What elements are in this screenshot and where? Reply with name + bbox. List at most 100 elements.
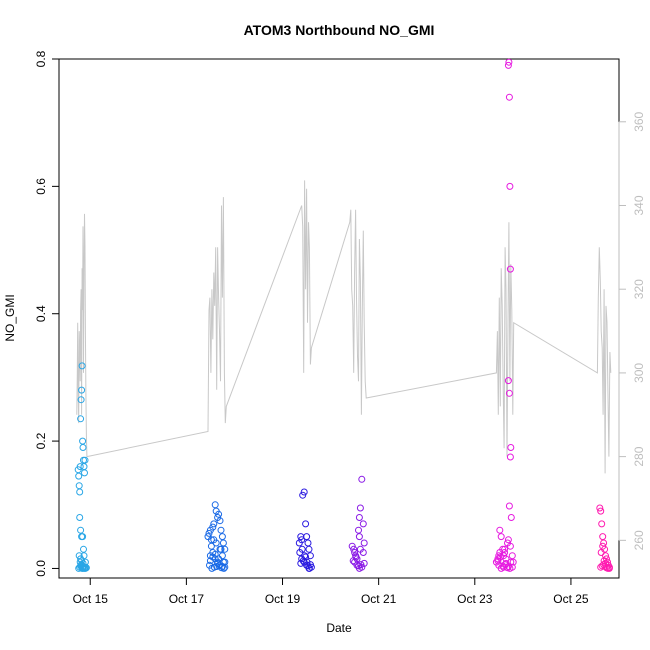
data-point xyxy=(217,545,225,553)
data-point xyxy=(506,453,514,461)
data-point xyxy=(76,463,84,471)
data-point xyxy=(505,93,513,101)
data-point xyxy=(80,545,87,553)
data-point xyxy=(77,415,85,423)
data-point xyxy=(508,552,516,560)
data-point xyxy=(298,536,306,544)
data-point xyxy=(356,504,364,512)
data-point xyxy=(358,475,366,483)
y-tick-label: 0.2 xyxy=(34,432,48,449)
data-point xyxy=(507,444,515,451)
data-point xyxy=(506,182,514,190)
y2-tick-label: 340 xyxy=(632,195,646,215)
data-point xyxy=(305,564,313,572)
data-point xyxy=(78,362,86,370)
x-tick-label: Oct 23 xyxy=(457,592,493,606)
data-point xyxy=(507,514,515,521)
data-point xyxy=(221,563,229,571)
data-point xyxy=(211,550,219,558)
data-point xyxy=(79,437,87,445)
x-tick-label: Oct 19 xyxy=(265,592,301,606)
data-point xyxy=(215,510,223,518)
data-point xyxy=(299,557,307,565)
data-point xyxy=(218,552,226,560)
data-point xyxy=(360,559,368,567)
y-tick-label: 0.4 xyxy=(34,305,48,322)
data-point xyxy=(219,539,227,547)
data-point xyxy=(301,552,309,560)
data-point xyxy=(355,533,363,541)
data-point xyxy=(494,557,502,565)
x-axis: Oct 15 Oct 17 Oct 19 Oct 21 Oct 23 Oct 25 xyxy=(73,577,589,606)
data-point xyxy=(217,526,225,534)
data-point xyxy=(506,542,514,550)
plot-frame xyxy=(58,58,620,579)
data-point xyxy=(219,558,227,566)
data-point xyxy=(602,559,609,567)
data-point xyxy=(215,555,223,563)
y-axis-right: 260 280 300 320 340 360 xyxy=(618,111,646,550)
data-point xyxy=(211,501,219,509)
data-point xyxy=(501,549,509,556)
y-tick-label: 0.6 xyxy=(34,178,48,195)
data-point xyxy=(79,444,87,451)
data-point xyxy=(496,526,504,534)
data-point xyxy=(79,533,87,541)
data-point xyxy=(599,533,607,541)
data-point xyxy=(497,533,505,541)
data-point xyxy=(77,396,85,404)
chart-title: ATOM3 Northbound NO_GMI xyxy=(244,22,435,38)
y-tick-label: 0.8 xyxy=(34,50,48,67)
x-tick-label: Oct 25 xyxy=(553,592,589,606)
data-point xyxy=(221,545,229,553)
y2-tick-label: 300 xyxy=(632,363,646,383)
data-point xyxy=(75,482,83,490)
data-point xyxy=(206,557,214,565)
data-point xyxy=(216,517,224,525)
data-point xyxy=(205,529,213,537)
data-point xyxy=(304,539,312,547)
data-point xyxy=(360,539,368,547)
data-point xyxy=(76,488,84,496)
data-point xyxy=(355,514,363,521)
data-point xyxy=(77,526,85,534)
data-point xyxy=(352,553,360,561)
data-point xyxy=(302,553,310,561)
data-point xyxy=(596,504,604,512)
data-point xyxy=(81,456,89,464)
data-point xyxy=(303,533,311,541)
secondary-line xyxy=(76,180,612,474)
x-tick-label: Oct 15 xyxy=(73,592,109,606)
data-point xyxy=(299,491,307,499)
data-point xyxy=(505,502,513,510)
data-point xyxy=(80,552,88,560)
data-point xyxy=(76,514,84,521)
data-point xyxy=(80,463,88,471)
x-tick-label: Oct 17 xyxy=(169,592,205,606)
y2-tick-label: 260 xyxy=(632,530,646,550)
data-point xyxy=(210,520,218,528)
data-point xyxy=(359,520,367,528)
data-point xyxy=(81,469,88,477)
data-point xyxy=(506,265,514,273)
data-point xyxy=(209,523,217,531)
data-point xyxy=(508,563,516,571)
data-point xyxy=(207,542,215,550)
data-point xyxy=(509,558,517,566)
data-point xyxy=(81,558,89,566)
data-point xyxy=(496,549,504,556)
data-point xyxy=(605,563,613,571)
data-point xyxy=(210,536,218,544)
data-point xyxy=(504,61,512,69)
y-tick-label: 0.0 xyxy=(34,560,48,577)
data-point xyxy=(303,558,311,566)
data-point xyxy=(302,520,310,528)
data-point xyxy=(504,536,512,544)
data-point xyxy=(355,526,362,534)
secondary-line-layer xyxy=(76,180,612,474)
data-point xyxy=(350,545,358,553)
data-point xyxy=(501,545,509,553)
y2-tick-label: 280 xyxy=(632,446,646,466)
